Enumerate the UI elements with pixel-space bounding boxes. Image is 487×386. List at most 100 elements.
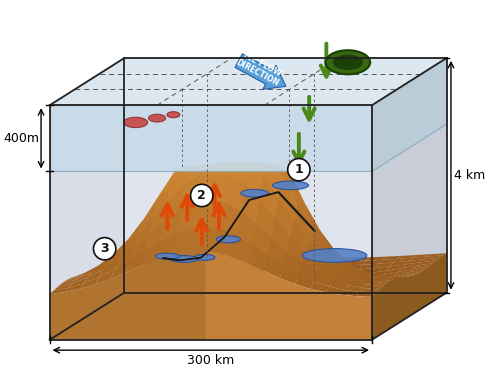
Polygon shape [126,257,145,259]
Polygon shape [365,279,384,282]
Polygon shape [344,265,363,270]
Polygon shape [215,238,234,254]
Polygon shape [297,201,316,243]
Polygon shape [207,261,226,264]
Polygon shape [345,281,364,284]
Polygon shape [356,268,375,274]
Polygon shape [372,278,391,283]
Polygon shape [272,218,291,252]
Polygon shape [110,239,129,258]
Polygon shape [266,163,285,205]
Polygon shape [209,167,228,169]
Polygon shape [344,264,363,274]
Polygon shape [267,260,286,266]
Polygon shape [318,266,337,281]
Polygon shape [285,205,304,247]
Polygon shape [228,252,247,255]
Polygon shape [60,276,79,284]
Polygon shape [252,259,271,264]
Polygon shape [316,243,335,270]
Polygon shape [99,259,118,277]
Polygon shape [96,269,114,284]
Polygon shape [378,259,397,264]
Polygon shape [314,281,333,284]
Polygon shape [355,267,373,276]
Polygon shape [360,288,379,293]
Polygon shape [162,229,181,251]
Polygon shape [136,251,155,252]
Polygon shape [417,261,436,266]
Polygon shape [123,264,142,266]
Polygon shape [360,279,379,284]
Polygon shape [332,261,351,265]
Polygon shape [188,256,207,261]
Polygon shape [219,254,238,263]
Polygon shape [157,233,176,259]
Polygon shape [299,264,318,282]
Polygon shape [348,281,367,288]
Polygon shape [341,283,360,284]
Polygon shape [308,212,327,247]
Polygon shape [352,273,371,279]
Polygon shape [139,224,158,247]
Polygon shape [166,242,185,257]
Polygon shape [298,263,317,269]
Polygon shape [248,261,267,267]
Polygon shape [286,259,305,263]
Polygon shape [258,213,277,247]
Polygon shape [384,277,403,281]
Polygon shape [381,276,400,278]
Polygon shape [270,167,289,172]
Polygon shape [368,271,386,278]
Polygon shape [50,58,447,105]
Polygon shape [222,203,241,236]
Polygon shape [394,269,413,276]
Polygon shape [50,288,69,294]
Polygon shape [229,174,248,183]
Polygon shape [398,266,417,272]
Polygon shape [203,227,222,253]
Polygon shape [372,58,447,340]
Polygon shape [359,264,378,269]
Polygon shape [261,240,280,264]
Polygon shape [176,261,195,262]
Polygon shape [156,171,175,205]
Polygon shape [363,273,381,277]
Polygon shape [268,269,287,276]
Polygon shape [89,268,108,272]
Polygon shape [175,254,194,257]
Polygon shape [240,255,259,259]
Text: 300 km: 300 km [187,354,234,367]
Polygon shape [287,275,306,279]
Polygon shape [149,260,168,262]
Polygon shape [228,165,247,167]
Text: 400m: 400m [3,132,39,145]
Ellipse shape [149,114,166,122]
Polygon shape [216,163,235,165]
Polygon shape [115,262,134,265]
Polygon shape [148,252,167,254]
Polygon shape [225,254,244,257]
Ellipse shape [325,50,370,74]
Polygon shape [88,263,106,278]
Polygon shape [141,256,160,259]
Polygon shape [324,237,342,262]
Polygon shape [160,254,179,256]
Polygon shape [294,267,313,274]
Polygon shape [352,277,371,284]
Polygon shape [263,264,282,269]
Polygon shape [253,223,272,256]
Polygon shape [206,169,225,171]
Polygon shape [301,203,320,230]
Polygon shape [326,281,345,284]
Polygon shape [204,254,222,262]
Polygon shape [241,266,260,269]
Polygon shape [227,210,246,238]
Polygon shape [83,264,102,274]
Polygon shape [388,275,406,280]
Polygon shape [103,261,122,264]
Polygon shape [98,253,117,266]
Polygon shape [403,271,422,277]
Text: 4 km: 4 km [453,169,485,182]
Polygon shape [137,205,156,235]
